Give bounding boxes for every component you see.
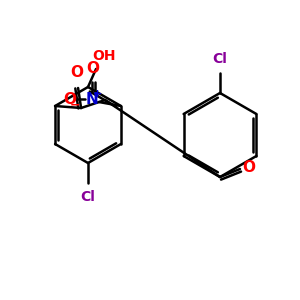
Text: +: + <box>93 89 103 99</box>
Text: OH: OH <box>92 49 116 63</box>
Text: O: O <box>242 160 256 175</box>
Text: O: O <box>86 61 99 76</box>
Text: Cl: Cl <box>81 190 95 204</box>
Text: O: O <box>70 65 84 80</box>
Text: Cl: Cl <box>213 52 227 66</box>
Text: −: − <box>70 98 80 112</box>
Text: O: O <box>63 92 76 106</box>
Text: N: N <box>85 92 98 106</box>
